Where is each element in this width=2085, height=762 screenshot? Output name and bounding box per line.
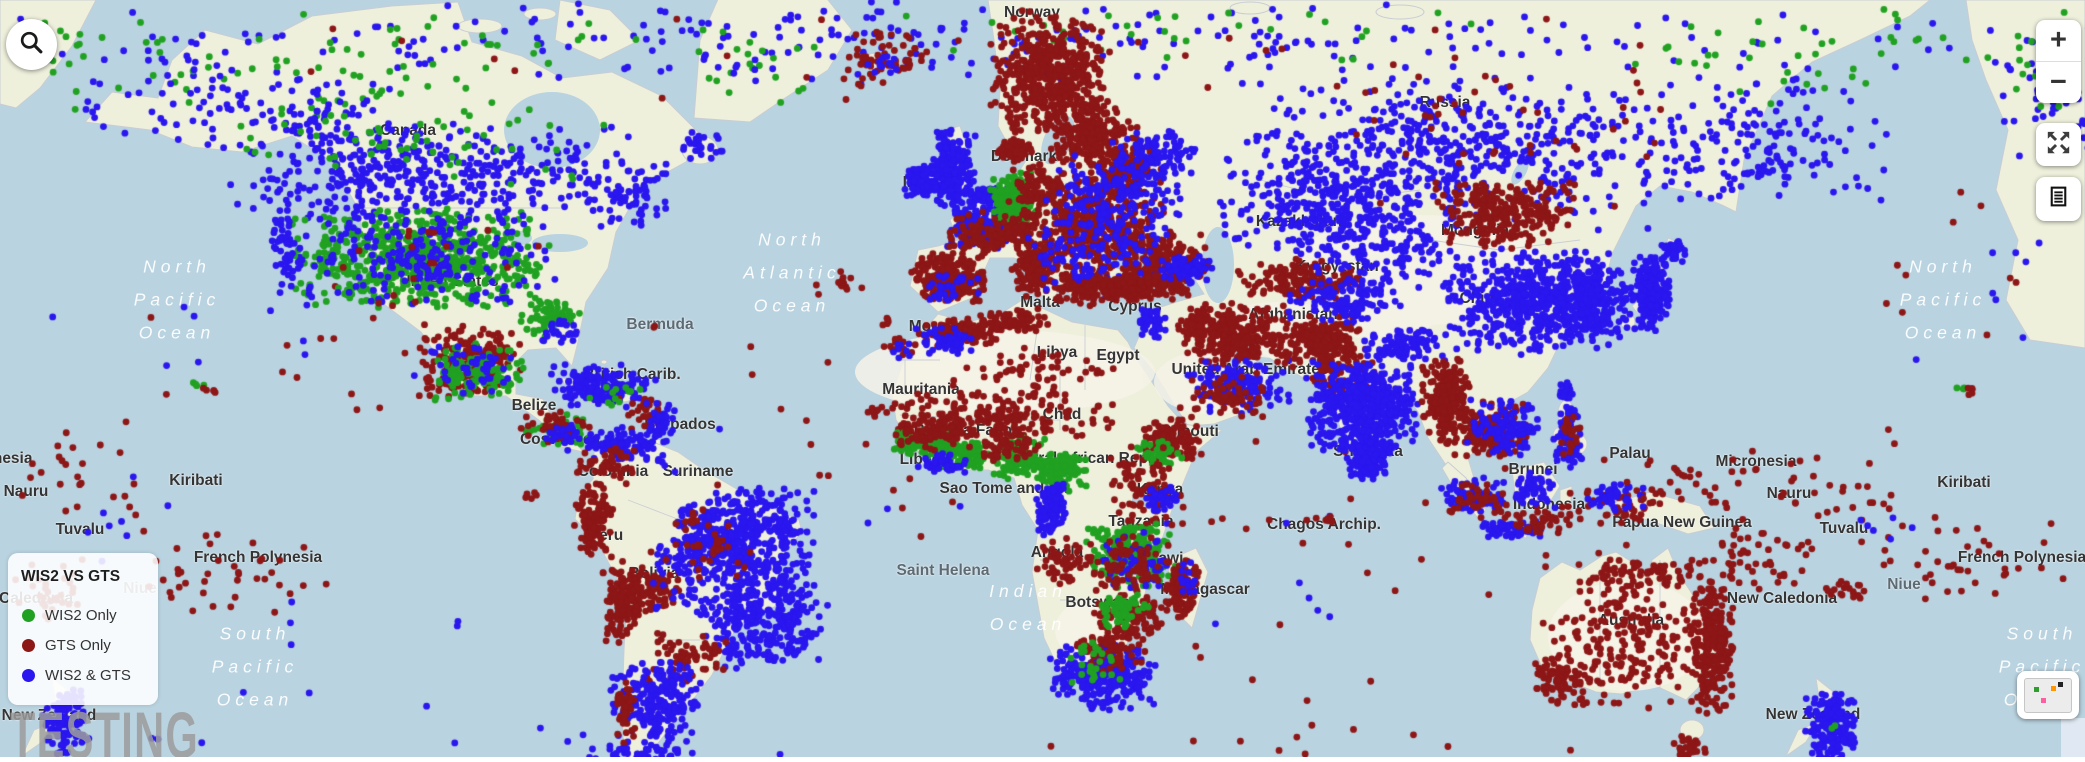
report-button[interactable] — [2036, 177, 2081, 221]
wis2-only-dot-swatch — [22, 608, 35, 622]
legend-panel: WIS2 VS GTS WIS2 Only GTS Only WIS2 & GT… — [8, 553, 158, 705]
minimap-speck — [2051, 685, 2056, 691]
zoom-control: + − — [2036, 20, 2081, 103]
wis2-and-gts-dot-swatch — [22, 668, 35, 682]
document-lines-icon — [2046, 184, 2071, 214]
legend-items: WIS2 Only GTS Only WIS2 & GTS — [8, 600, 158, 690]
legend-item-wis2-only: WIS2 Only — [8, 600, 158, 630]
search-icon — [18, 29, 45, 61]
legend-item-wis2-and-gts: WIS2 & GTS — [8, 660, 158, 690]
testing-watermark: TESTING — [10, 698, 200, 762]
bottom-edge-strip — [0, 757, 2085, 762]
minimap-thumbnail — [2024, 677, 2072, 713]
minimap-speck — [2041, 697, 2046, 703]
minimap-speck — [2034, 686, 2039, 692]
legend-item-gts-only: GTS Only — [8, 630, 158, 660]
overview-minimap-control[interactable] — [2017, 671, 2079, 719]
minimap-speck — [2058, 681, 2063, 687]
gts-only-dot-swatch — [22, 638, 35, 652]
search-button[interactable] — [6, 19, 57, 70]
legend-title: WIS2 VS GTS — [21, 568, 121, 585]
legend-item-label: WIS2 & GTS — [45, 666, 131, 684]
attribution-corner — [2061, 718, 2085, 757]
legend-item-label: WIS2 Only — [45, 606, 117, 624]
legend-item-label: GTS Only — [45, 636, 111, 654]
zoom-in-button[interactable]: + — [2050, 24, 2067, 56]
fullscreen-expand-icon — [2045, 129, 2072, 161]
zoom-out-button[interactable]: − — [2036, 61, 2081, 103]
fullscreen-button[interactable] — [2036, 123, 2081, 166]
